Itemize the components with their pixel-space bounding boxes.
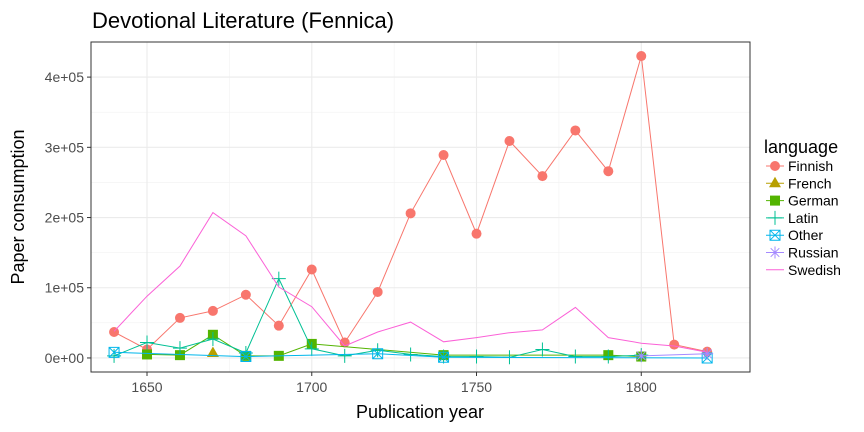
legend-key-marker-russian xyxy=(769,246,781,259)
legend-title: language xyxy=(764,137,838,157)
data-point-finnish xyxy=(240,289,251,300)
legend-item-russian: Russian xyxy=(766,245,839,261)
data-point-finnish xyxy=(174,312,185,323)
plot-panel xyxy=(91,42,750,372)
legend-label-other: Other xyxy=(788,227,823,243)
y-axis-title: Paper consumption xyxy=(8,129,28,284)
series-french xyxy=(206,346,219,358)
data-point-latin xyxy=(140,335,155,350)
legend-key-marker-french xyxy=(769,176,781,188)
data-point-finnish xyxy=(306,264,317,275)
data-point-latin xyxy=(601,349,616,364)
data-point-finnish xyxy=(207,305,218,316)
axis-ticks: 1650 1700 1750 1800 0e+00 1e+05 2e+05 3e+05 4e+0… xyxy=(45,69,657,395)
series-line-swedish xyxy=(113,211,708,353)
data-point-latin xyxy=(337,348,352,363)
y-tick-label: 2e+05 xyxy=(45,210,85,226)
legend-key-marker-german xyxy=(770,195,780,206)
data-point-other xyxy=(240,351,252,363)
data-point-french xyxy=(206,346,219,358)
data-point-finnish xyxy=(109,326,120,337)
x-tick-label: 1800 xyxy=(626,379,657,395)
data-point-finnish xyxy=(438,150,449,161)
plot-border xyxy=(90,41,751,373)
series-russian xyxy=(635,347,714,362)
data-point-other xyxy=(438,351,450,363)
data-point-other xyxy=(108,346,120,358)
legend-label-swedish: Swedish xyxy=(788,262,841,278)
data-point-finnish xyxy=(636,51,647,62)
legend-item-latin: Latin xyxy=(766,210,818,226)
legend-label-russian: Russian xyxy=(788,245,839,261)
chart-title: Devotional Literature (Fennica) xyxy=(92,8,394,33)
data-point-german xyxy=(142,349,153,360)
data-point-finnish xyxy=(669,339,680,350)
legend-label-latin: Latin xyxy=(788,210,818,226)
data-point-finnish xyxy=(504,136,515,146)
y-tick-label: 0e+00 xyxy=(45,350,85,366)
legend-item-finnish: Finnish xyxy=(766,158,833,174)
data-point-german xyxy=(174,350,185,361)
data-point-finnish xyxy=(570,125,581,136)
legend-label-finnish: Finnish xyxy=(788,158,833,174)
data-point-latin xyxy=(271,271,286,286)
x-tick-label: 1650 xyxy=(131,379,162,395)
legend-label-german: German xyxy=(788,193,839,209)
data-point-latin xyxy=(172,341,187,356)
data-point-latin xyxy=(535,342,550,357)
y-tick-label: 3e+05 xyxy=(45,139,85,155)
data-point-finnish xyxy=(405,208,416,219)
data-point-latin xyxy=(403,347,418,362)
legend-item-german: German xyxy=(766,193,839,209)
grid-lines xyxy=(91,42,750,372)
series-swedish xyxy=(113,211,708,353)
legend-key-marker-finnish xyxy=(770,161,780,171)
y-tick-label: 4e+05 xyxy=(45,69,85,85)
data-point-latin xyxy=(304,341,319,356)
data-point-finnish xyxy=(603,166,614,177)
legend-key-marker-latin xyxy=(768,210,782,225)
series-layer xyxy=(107,51,714,365)
x-axis-title: Publication year xyxy=(356,402,484,422)
legend-item-other: Other xyxy=(766,227,823,243)
data-point-latin xyxy=(568,349,583,364)
data-point-finnish xyxy=(471,228,482,239)
data-point-finnish xyxy=(273,320,284,331)
series-latin xyxy=(107,271,649,365)
legend-key-marker-other xyxy=(769,229,781,241)
x-tick-label: 1750 xyxy=(461,379,492,395)
series-finnish xyxy=(109,51,713,357)
data-point-other xyxy=(372,348,384,360)
y-tick-label: 1e+05 xyxy=(45,280,85,296)
data-point-latin xyxy=(205,332,220,346)
data-point-russian xyxy=(635,349,648,362)
data-point-finnish xyxy=(537,171,548,182)
series-line-russian xyxy=(641,353,708,357)
data-point-latin xyxy=(469,349,484,364)
x-tick-label: 1700 xyxy=(296,379,327,395)
data-point-russian xyxy=(701,347,714,360)
data-point-finnish xyxy=(372,286,383,297)
legend-item-swedish: Swedish xyxy=(766,262,841,278)
legend-label-french: French xyxy=(788,175,832,191)
legend-item-french: French xyxy=(766,175,832,191)
